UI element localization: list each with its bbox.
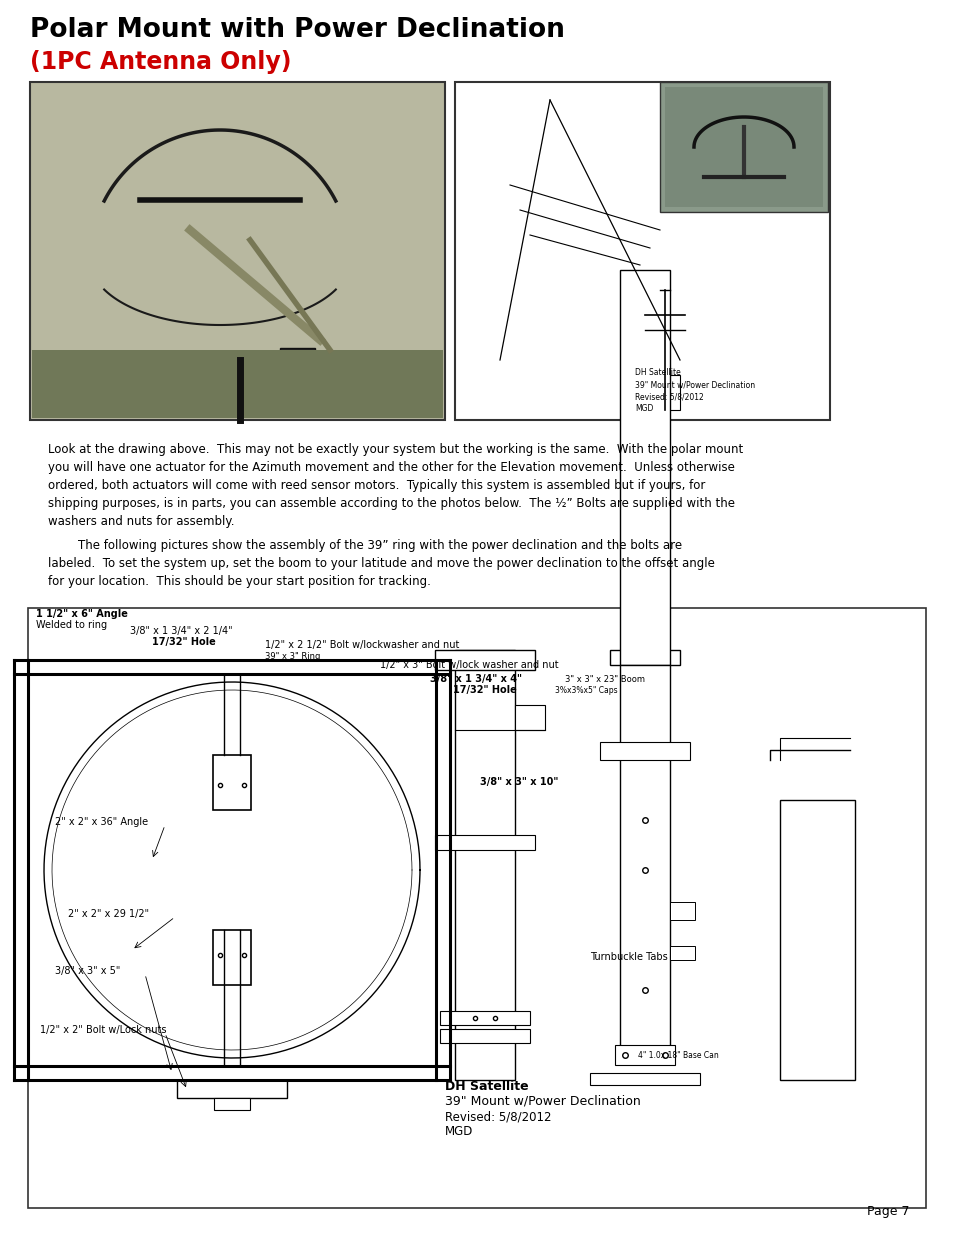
Text: labeled.  To set the system up, set the boom to your latitude and move the power: labeled. To set the system up, set the b… (48, 557, 714, 571)
Text: Welded to ring: Welded to ring (36, 620, 107, 630)
Bar (28, 608, 925, 1208)
Bar (439, 1029, 530, 1044)
Bar (664, 86, 822, 207)
Text: 1/2" x 2 1/2" Bolt w/lockwasher and nut: 1/2" x 2 1/2" Bolt w/lockwasher and nut (265, 640, 459, 650)
Text: shipping purposes, is in parts, you can assemble according to the photos below. : shipping purposes, is in parts, you can … (48, 496, 734, 510)
Text: 1 1/2" x 6" Angle: 1 1/2" x 6" Angle (36, 609, 128, 619)
Bar (280, 348, 314, 370)
Text: Revised: 5/8/2012: Revised: 5/8/2012 (444, 1110, 551, 1123)
Bar (780, 800, 854, 1079)
Text: 4" 1.0x 18" Base Can: 4" 1.0x 18" Base Can (638, 1051, 718, 1060)
Bar (669, 946, 695, 960)
Bar (669, 902, 695, 920)
Text: you will have one actuator for the Azimuth movement and the other for the Elevat: you will have one actuator for the Azimu… (48, 461, 734, 474)
Text: Look at the drawing above.  This may not be exactly your system but the working : Look at the drawing above. This may not … (48, 443, 742, 456)
Bar (435, 650, 535, 671)
Bar (213, 755, 251, 810)
Text: 17/32" Hole: 17/32" Hole (152, 637, 215, 647)
Bar (213, 1098, 250, 1110)
Bar (455, 82, 829, 420)
Text: 17/32" Hole: 17/32" Hole (453, 685, 517, 695)
Bar (649, 375, 679, 410)
Bar (213, 930, 251, 986)
Text: washers and nuts for assembly.: washers and nuts for assembly. (48, 515, 234, 529)
Text: (1PC Antenna Only): (1PC Antenna Only) (30, 49, 292, 74)
Text: 1/2" x 3" Bolt w/lock washer and nut: 1/2" x 3" Bolt w/lock washer and nut (379, 659, 558, 671)
Bar (32, 351, 442, 417)
Text: 39" Mount w/Power Declination: 39" Mount w/Power Declination (635, 380, 755, 389)
Text: 2" x 2" x 36" Angle: 2" x 2" x 36" Angle (55, 818, 148, 827)
Bar (439, 1011, 530, 1025)
Text: 3" x 3" x 23" Boom: 3" x 3" x 23" Boom (564, 676, 644, 684)
Bar (659, 82, 827, 212)
Text: The following pictures show the assembly of the 39” ring with the power declinat: The following pictures show the assembly… (48, 538, 681, 552)
Text: 3%x3%x5" Caps: 3%x3%x5" Caps (555, 685, 617, 695)
Text: MGD: MGD (444, 1125, 473, 1137)
Text: 39" Mount w/Power Declination: 39" Mount w/Power Declination (444, 1095, 640, 1108)
Text: 39" x 3" Ring: 39" x 3" Ring (265, 652, 320, 661)
Text: 3/8" x 1 3/4" x 4": 3/8" x 1 3/4" x 4" (430, 674, 521, 684)
Bar (177, 1079, 287, 1098)
Text: Page 7: Page 7 (866, 1205, 909, 1218)
Text: 2" x 2" x 29 1/2": 2" x 2" x 29 1/2" (68, 909, 149, 919)
Bar (619, 664, 669, 1060)
Text: DH Satellite: DH Satellite (635, 368, 680, 377)
Bar (589, 1073, 700, 1086)
Text: DH Satellite: DH Satellite (444, 1079, 528, 1093)
Text: Revised: 5/8/2012: Revised: 5/8/2012 (635, 391, 703, 401)
Text: Turnbuckle Tabs: Turnbuckle Tabs (589, 952, 667, 962)
Text: 1/2" x 2" Bolt w/Lock nuts: 1/2" x 2" Bolt w/Lock nuts (40, 1025, 167, 1035)
Text: 3/8" x 3" x 5": 3/8" x 3" x 5" (55, 966, 120, 976)
Text: 3/8" x 1 3/4" x 2 1/4": 3/8" x 1 3/4" x 2 1/4" (130, 626, 233, 636)
Bar (515, 705, 544, 730)
Bar (609, 650, 679, 664)
Text: for your location.  This should be your start position for tracking.: for your location. This should be your s… (48, 576, 431, 588)
Text: ordered, both actuators will come with reed sensor motors.  Typically this syste: ordered, both actuators will come with r… (48, 479, 704, 492)
Bar (30, 82, 444, 420)
Bar (619, 270, 669, 664)
Text: MGD: MGD (635, 404, 653, 412)
Bar (599, 742, 689, 760)
Text: Polar Mount with Power Declination: Polar Mount with Power Declination (30, 17, 564, 43)
Text: 3/8" x 3" x 10": 3/8" x 3" x 10" (479, 777, 558, 787)
Bar (615, 1045, 675, 1065)
Bar (455, 650, 515, 1079)
Bar (435, 835, 535, 850)
